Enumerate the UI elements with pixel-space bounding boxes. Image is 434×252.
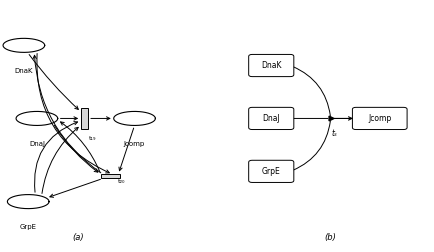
- Text: (b): (b): [324, 233, 336, 242]
- Bar: [101, 174, 121, 178]
- Text: t₂₀: t₂₀: [118, 179, 125, 184]
- Text: GrpE: GrpE: [262, 167, 281, 176]
- FancyBboxPatch shape: [249, 54, 294, 77]
- Text: DnaK: DnaK: [261, 61, 282, 70]
- Text: DnaK: DnaK: [15, 68, 33, 74]
- FancyBboxPatch shape: [249, 160, 294, 182]
- Text: Jcomp: Jcomp: [368, 114, 391, 123]
- Text: GrpE: GrpE: [20, 224, 37, 230]
- Text: Jcomp: Jcomp: [124, 141, 145, 147]
- FancyBboxPatch shape: [249, 107, 294, 130]
- Bar: [81, 108, 88, 129]
- Text: DnaJ: DnaJ: [263, 114, 280, 123]
- Text: DnaJ: DnaJ: [29, 141, 45, 147]
- Text: t₁₉: t₁₉: [89, 136, 96, 141]
- Text: (a): (a): [72, 233, 84, 242]
- FancyBboxPatch shape: [352, 107, 407, 130]
- Text: tₛ: tₛ: [331, 129, 337, 138]
